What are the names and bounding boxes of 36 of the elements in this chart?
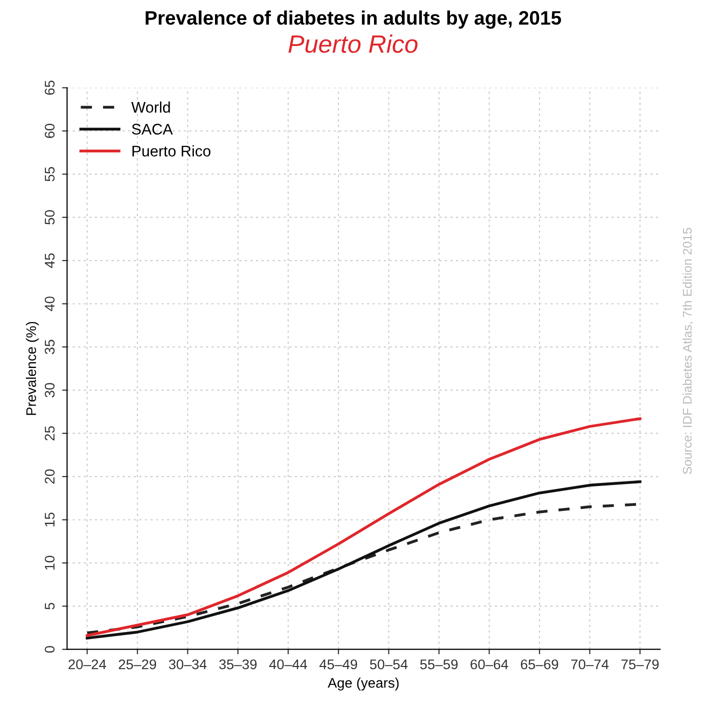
legend-label: SACA bbox=[132, 124, 173, 135]
source-note: Source: IDF Diabetes Atlas, 7th Edition 2015 bbox=[682, 228, 694, 474]
x-tick-label: 35–39 bbox=[219, 659, 257, 670]
y-tick-label: 65 bbox=[44, 80, 55, 95]
y-tick-label: 40 bbox=[44, 296, 55, 312]
y-tick-label: 45 bbox=[44, 253, 55, 268]
y-tick-label: 10 bbox=[44, 556, 55, 570]
y-axis-title: Prevalence (%) bbox=[26, 322, 39, 415]
y-tick-label: 20 bbox=[44, 469, 55, 484]
x-tick-label: 25–29 bbox=[118, 659, 156, 670]
y-tick-label: 5 bbox=[44, 602, 55, 610]
chart-subtitle: Puerto Rico bbox=[288, 34, 418, 53]
x-tick-label: 75–79 bbox=[621, 659, 659, 670]
y-tick-label: 60 bbox=[44, 124, 55, 138]
x-axis-title: Age (years) bbox=[328, 678, 399, 691]
y-tick-label: 50 bbox=[44, 210, 55, 225]
y-tick-label: 55 bbox=[44, 167, 55, 182]
y-tick-label: 30 bbox=[44, 382, 55, 398]
y-tick-label: 15 bbox=[44, 512, 55, 526]
x-tick-label: 60–64 bbox=[470, 659, 508, 670]
x-tick-label: 30–34 bbox=[168, 659, 207, 670]
chart-title: Prevalence of diabetes in adults by age, 2015 bbox=[146, 10, 562, 29]
x-tick-label: 20–24 bbox=[68, 659, 106, 670]
x-tick-label: 55–59 bbox=[420, 659, 458, 670]
line-series bbox=[86, 480, 642, 640]
x-tick-label: 70–74 bbox=[571, 659, 609, 670]
y-tick-label: 25 bbox=[44, 426, 55, 440]
x-tick-label: 45–49 bbox=[319, 659, 358, 670]
legend-label: Puerto Rico bbox=[132, 145, 210, 156]
legend-label: World bbox=[131, 102, 170, 113]
line-series bbox=[86, 417, 642, 637]
x-tick-label: 40–44 bbox=[269, 659, 308, 670]
y-tick-label: 35 bbox=[44, 340, 55, 354]
y-tick-label: 0 bbox=[44, 646, 55, 653]
x-tick-label: 65–69 bbox=[520, 659, 558, 670]
x-tick-label: 50–54 bbox=[370, 659, 408, 670]
